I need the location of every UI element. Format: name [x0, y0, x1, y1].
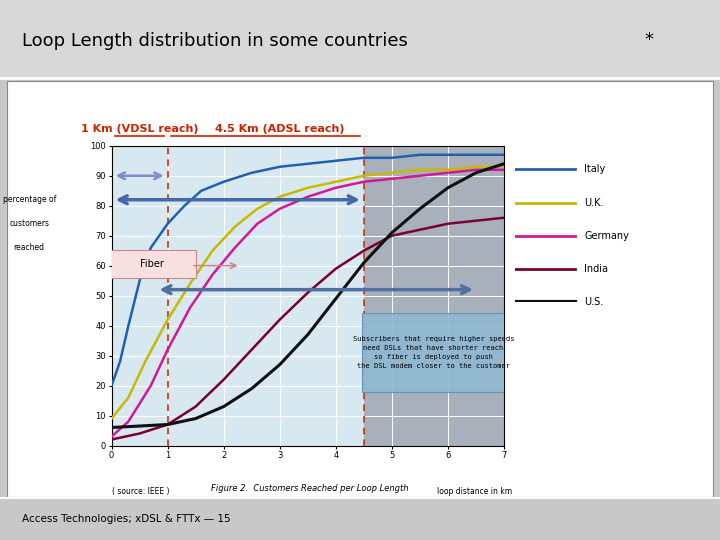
Text: loop distance in km: loop distance in km: [437, 488, 512, 496]
Text: Access Technologies; xDSL & FTTx — 15: Access Technologies; xDSL & FTTx — 15: [22, 515, 230, 524]
Text: ( source: IEEE ): ( source: IEEE ): [112, 488, 169, 496]
Text: Figure 2.  Customers Reached per Loop Length: Figure 2. Customers Reached per Loop Len…: [211, 484, 408, 493]
Text: Subscribers that require higher speeds
need DSLs that have shorter reach
so fibe: Subscribers that require higher speeds n…: [353, 336, 514, 369]
Text: *: *: [644, 31, 654, 50]
Bar: [364, 146, 504, 446]
Text: percentage of: percentage of: [2, 195, 56, 204]
Text: Italy: Italy: [585, 164, 606, 174]
Text: India: India: [585, 264, 608, 274]
Text: Germany: Germany: [585, 231, 629, 241]
Text: U.K.: U.K.: [585, 198, 604, 207]
FancyBboxPatch shape: [109, 251, 196, 278]
Text: customers: customers: [9, 219, 49, 228]
Text: 4.5 Km (ADSL reach): 4.5 Km (ADSL reach): [215, 124, 345, 133]
Text: 1 Km (VDSL reach): 1 Km (VDSL reach): [81, 124, 199, 133]
Text: U.S.: U.S.: [585, 298, 604, 307]
Text: reached: reached: [14, 243, 45, 252]
Text: Loop Length distribution in some countries: Loop Length distribution in some countri…: [22, 31, 408, 50]
FancyBboxPatch shape: [362, 314, 505, 391]
Text: Fiber: Fiber: [140, 259, 164, 269]
